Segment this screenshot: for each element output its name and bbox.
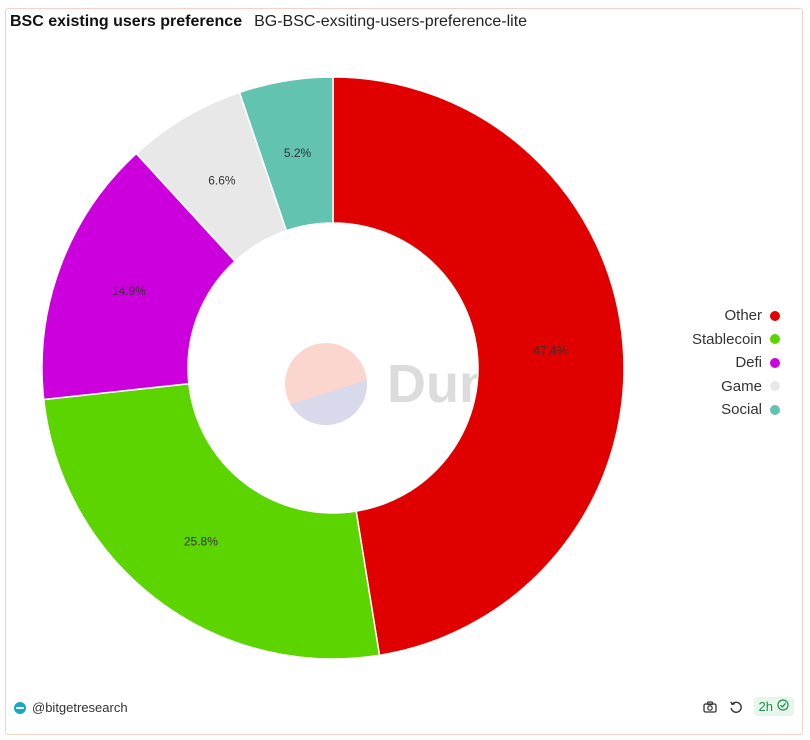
chart-subtitle: BG-BSC-exsiting-users-preference-lite bbox=[254, 13, 528, 30]
refresh-icon[interactable] bbox=[728, 699, 744, 715]
slice-label-stablecoin: 25.8% bbox=[184, 534, 218, 548]
legend-swatch bbox=[770, 357, 780, 368]
footer-author[interactable]: @bitgetresearch bbox=[14, 700, 128, 715]
chart-header: BSC existing users preference BG-BSC-exs… bbox=[10, 13, 527, 31]
slice-label-social: 5.2% bbox=[284, 146, 312, 160]
legend-item-defi[interactable]: Defi bbox=[735, 353, 780, 373]
chart-title: BSC existing users preference bbox=[10, 13, 243, 30]
legend-item-social[interactable]: Social bbox=[721, 400, 780, 420]
footer-actions: 2h bbox=[702, 697, 794, 716]
author-handle: @bitgetresearch bbox=[32, 700, 128, 715]
legend-item-other[interactable]: Other bbox=[724, 306, 780, 326]
legend-label: Game bbox=[721, 377, 762, 395]
slice-defi[interactable] bbox=[41, 152, 237, 401]
legend-swatch bbox=[770, 310, 780, 321]
chart-legend: Other Stablecoin Defi Game Social bbox=[692, 306, 780, 420]
legend-label: Defi bbox=[735, 354, 762, 372]
author-logo-icon bbox=[14, 701, 26, 714]
check-circle-icon bbox=[777, 699, 789, 714]
legend-swatch bbox=[770, 334, 780, 345]
slice-social[interactable] bbox=[238, 76, 334, 232]
refresh-interval-badge[interactable]: 2h bbox=[753, 697, 794, 716]
legend-swatch bbox=[770, 404, 780, 415]
refresh-interval-label: 2h bbox=[758, 699, 773, 714]
slice-label-defi: 14.9% bbox=[112, 284, 146, 298]
slice-label-other: 47.4% bbox=[533, 344, 567, 358]
camera-icon[interactable] bbox=[702, 699, 718, 715]
slice-label-game: 6.6% bbox=[208, 173, 236, 187]
legend-label: Other bbox=[724, 307, 762, 325]
legend-swatch bbox=[770, 381, 780, 392]
legend-item-game[interactable]: Game bbox=[721, 377, 780, 397]
legend-label: Social bbox=[721, 401, 762, 419]
slice-stablecoin[interactable] bbox=[42, 382, 381, 660]
slice-other[interactable] bbox=[332, 76, 625, 657]
legend-item-stablecoin[interactable]: Stablecoin bbox=[692, 330, 780, 350]
legend-label: Stablecoin bbox=[691, 330, 762, 348]
